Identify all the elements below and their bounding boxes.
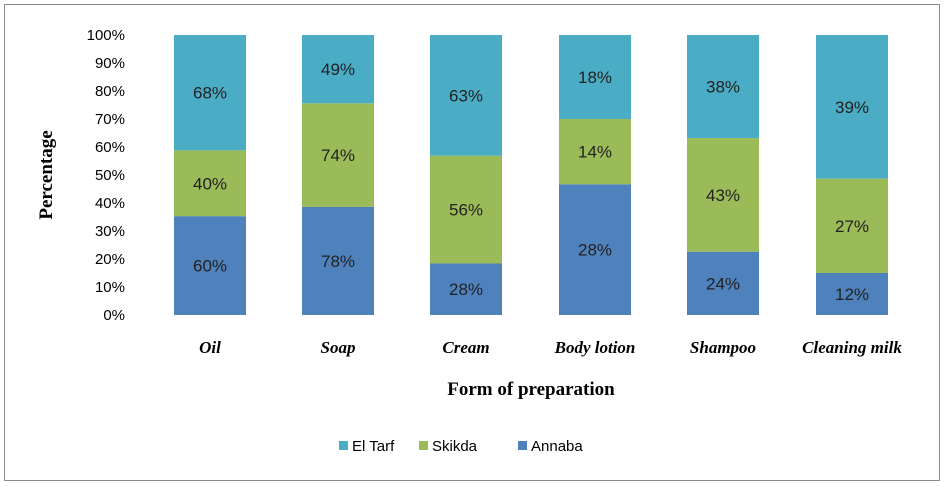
x-category-label: Cleaning milk: [802, 338, 902, 357]
bar-segment-annaba: [687, 251, 759, 315]
legend-label: Annaba: [531, 438, 583, 455]
data-label: 43%: [706, 186, 740, 205]
bar-segment-skikda: [302, 103, 374, 207]
data-label: 56%: [449, 201, 483, 220]
data-label: 24%: [706, 274, 740, 293]
x-category-label: Oil: [199, 338, 221, 357]
data-label: 28%: [578, 241, 612, 260]
data-label: 63%: [449, 86, 483, 105]
bar-segment-annaba: [174, 216, 246, 315]
bar-segment-skikda: [816, 178, 888, 273]
x-category-label: Soap: [321, 338, 356, 357]
data-label: 12%: [835, 285, 869, 304]
legend-label: El Tarf: [352, 438, 395, 455]
data-label: 27%: [835, 217, 869, 236]
data-label: 40%: [193, 174, 227, 193]
bar-segment-skikda: [174, 150, 246, 217]
bar-segment-el-tarf: [174, 35, 246, 151]
bar-segment-el-tarf: [559, 35, 631, 119]
y-tick-label: 60%: [95, 139, 125, 156]
data-label: 39%: [835, 98, 869, 117]
y-tick-label: 10%: [95, 279, 125, 296]
bar-segment-annaba: [430, 263, 502, 315]
data-label: 28%: [449, 280, 483, 299]
bar-segment-annaba: [302, 206, 374, 315]
legend-swatch: [339, 441, 348, 450]
y-axis-ticks: 0% 10% 20% 30% 40% 50% 60% 70% 80% 90% 100%: [87, 27, 125, 324]
y-tick-label: 50%: [95, 167, 125, 184]
y-tick-label: 100%: [87, 27, 125, 44]
x-category-label: Shampoo: [690, 338, 756, 357]
y-tick-label: 90%: [95, 55, 125, 72]
bar-segment-el-tarf: [687, 35, 759, 139]
x-category-label: Body lotion: [554, 338, 636, 357]
bar-segment-skikda: [687, 138, 759, 252]
y-tick-label: 30%: [95, 223, 125, 240]
legend-swatch: [518, 441, 527, 450]
bar-segment-el-tarf: [816, 35, 888, 179]
legend: El Tarf Skikda Annaba: [339, 438, 583, 455]
data-label: 38%: [706, 78, 740, 97]
legend-swatch: [419, 441, 428, 450]
data-label: 74%: [321, 146, 355, 165]
x-category-label: Cream: [442, 338, 489, 357]
y-tick-label: 70%: [95, 111, 125, 128]
bar-segment-skikda: [559, 119, 631, 185]
data-label: 68%: [193, 84, 227, 103]
data-label: 60%: [193, 257, 227, 276]
y-tick-label: 0%: [103, 307, 125, 324]
bar-segment-el-tarf: [430, 35, 502, 156]
bar-segment-el-tarf: [302, 35, 374, 104]
bars: [174, 35, 888, 315]
bar-segment-annaba: [816, 273, 888, 315]
y-tick-label: 40%: [95, 195, 125, 212]
x-axis-labels: Oil Soap Cream Body lotion Shampoo Cleaning m…: [199, 338, 902, 357]
x-axis-title: Form of preparation: [447, 379, 615, 400]
data-label: 14%: [578, 143, 612, 162]
bar-segment-skikda: [430, 155, 502, 264]
data-label: 78%: [321, 252, 355, 271]
y-axis-title: Percentage: [36, 130, 57, 219]
legend-label: Skikda: [432, 438, 478, 455]
data-label: 49%: [321, 60, 355, 79]
y-tick-label: 20%: [95, 251, 125, 268]
y-tick-label: 80%: [95, 83, 125, 100]
bar-segment-annaba: [559, 184, 631, 315]
data-label: 18%: [578, 68, 612, 87]
data-labels: 60% 40% 68% 78% 74% 49% 28% 56% 63% 28% 14% 18% 24% 4…: [193, 60, 869, 304]
